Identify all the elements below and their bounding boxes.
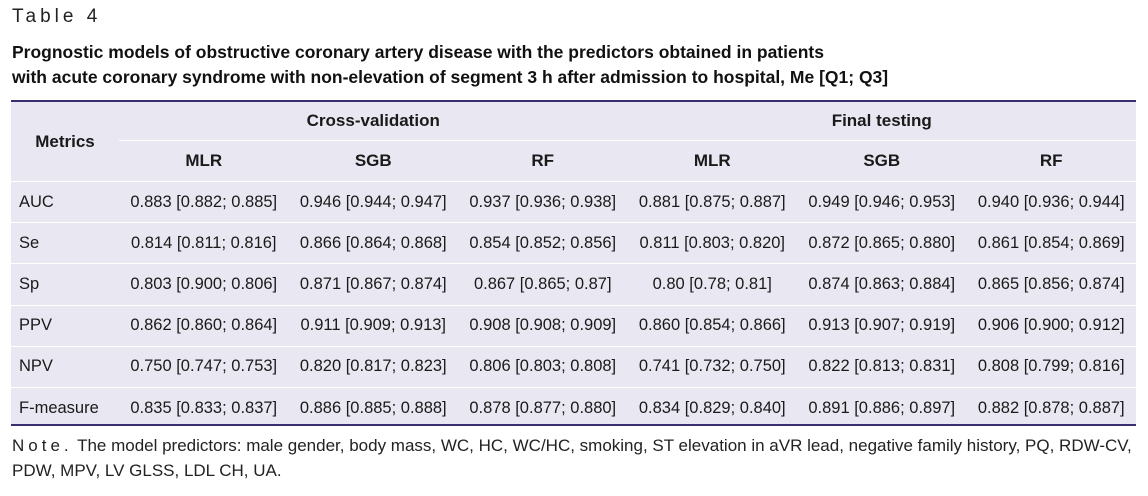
header-model: RF: [966, 140, 1136, 182]
header-model: SGB: [288, 140, 458, 182]
table-cell: 0.865 [0.856; 0.874]: [966, 263, 1136, 306]
table-cell: 0.906 [0.900; 0.912]: [966, 305, 1136, 347]
table-cell: 0.871 [0.867; 0.874]: [288, 263, 458, 306]
table-note: Note. The model predictors: male gender,…: [12, 433, 1140, 483]
table-cell: 0.750 [0.747; 0.753]: [119, 346, 289, 388]
table-cell: 0.803 [0.900; 0.806]: [119, 263, 289, 306]
table-cell: 0.882 [0.878; 0.887]: [977, 398, 1125, 417]
table-cell: 0.872 [0.865; 0.880]: [797, 222, 967, 265]
table-cell: 0.878 [0.877; 0.880]: [469, 398, 617, 417]
table-cell: 0.891 [0.886; 0.897]: [808, 398, 956, 417]
row-metric: AUC: [11, 181, 119, 224]
table-row: NPV 0.750 [0.747; 0.753] 0.820 [0.817; 0.8…: [11, 346, 1136, 388]
table-cell: 0.835 [0.833; 0.837]: [130, 398, 278, 417]
table-cell: 0.741 [0.732; 0.750]: [627, 346, 797, 388]
row-metric: Se: [11, 222, 119, 265]
data-table-container: Metrics Cross-validation Final testing M…: [11, 100, 1136, 426]
table-cell: 0.913 [0.907; 0.919]: [797, 305, 967, 347]
table-cell: 0.822 [0.813; 0.831]: [797, 346, 967, 388]
table-label: Table 4: [12, 6, 102, 27]
header-model: MLR: [627, 140, 797, 182]
header-row-models: MLR SGB RF MLR SGB RF: [11, 140, 1136, 182]
row-metric: PPV: [11, 305, 119, 347]
table-cell: 0.874 [0.863; 0.884]: [797, 263, 967, 306]
header-model: MLR: [119, 140, 289, 182]
table-cell: 0.866 [0.864; 0.868]: [288, 222, 458, 265]
table-row: Sp 0.803 [0.900; 0.806] 0.871 [0.867; 0.87…: [11, 263, 1136, 306]
table-cell: 0.80 [0.78; 0.81]: [627, 263, 797, 306]
table-cell: 0.860 [0.854; 0.866]: [627, 305, 797, 347]
table-row: Se 0.814 [0.811; 0.816] 0.866 [0.864; 0.86…: [11, 222, 1136, 265]
table-cell: 0.861 [0.854; 0.869]: [966, 222, 1136, 265]
table-cell: 0.811 [0.803; 0.820]: [627, 222, 797, 265]
table-cell: 0.911 [0.909; 0.913]: [288, 305, 458, 347]
table-title-line-1: Prognostic models of obstructive coronar…: [12, 42, 824, 62]
table-row: PPV 0.862 [0.860; 0.864] 0.911 [0.909; 0.9…: [11, 305, 1136, 347]
table-cell: 0.908 [0.908; 0.909]: [458, 305, 628, 347]
table-title-line-2: with acute coronary syndrome with non-el…: [12, 67, 889, 87]
row-metric: F-measure: [19, 398, 99, 417]
table-cell: 0.883 [0.882; 0.885]: [119, 181, 289, 224]
header-row-groups: Metrics Cross-validation Final testing: [11, 102, 1136, 182]
header-model: SGB: [797, 140, 967, 182]
table-cell: 0.820 [0.817; 0.823]: [288, 346, 458, 388]
table-cell: 0.886 [0.885; 0.888]: [299, 398, 447, 417]
table-cell: 0.834 [0.829; 0.840]: [638, 398, 786, 417]
header-model: RF: [458, 140, 628, 182]
table-cell: 0.867 [0.865; 0.87]: [458, 263, 628, 306]
note-label: Note.: [12, 436, 73, 455]
header-metrics: Metrics: [11, 102, 119, 182]
table-body: AUC 0.883 [0.882; 0.885] 0.946 [0.944; 0.9…: [11, 181, 1136, 429]
table-cell: 0.881 [0.875; 0.887]: [627, 181, 797, 224]
table-cell: 0.806 [0.803; 0.808]: [458, 346, 628, 388]
row-metric: Sp: [11, 263, 119, 306]
note-text: The model predictors: male gender, body …: [12, 436, 1132, 480]
table-row: F-measure 0.835 [0.833; 0.837] 0.886 [0.88…: [11, 387, 1136, 428]
table-row: AUC 0.883 [0.882; 0.885] 0.946 [0.944; 0.9…: [11, 181, 1136, 224]
table-cell: 0.940 [0.936; 0.944]: [966, 181, 1136, 224]
table-cell: 0.862 [0.860; 0.864]: [119, 305, 289, 347]
table-cell: 0.854 [0.852; 0.856]: [458, 222, 628, 265]
table-cell: 0.814 [0.811; 0.816]: [119, 222, 289, 265]
row-metric: NPV: [11, 346, 119, 388]
table-title: Prognostic models of obstructive coronar…: [12, 40, 1142, 90]
header-final-testing: Final testing: [627, 102, 1136, 141]
table-cell: 0.946 [0.944; 0.947]: [288, 181, 458, 224]
table-cell: 0.808 [0.799; 0.816]: [966, 346, 1136, 388]
data-table: Metrics Cross-validation Final testing M…: [11, 102, 1136, 428]
table-cell: 0.937 [0.936; 0.938]: [458, 181, 628, 224]
table-cell: 0.949 [0.946; 0.953]: [797, 181, 967, 224]
header-cross-validation: Cross-validation: [119, 102, 628, 141]
